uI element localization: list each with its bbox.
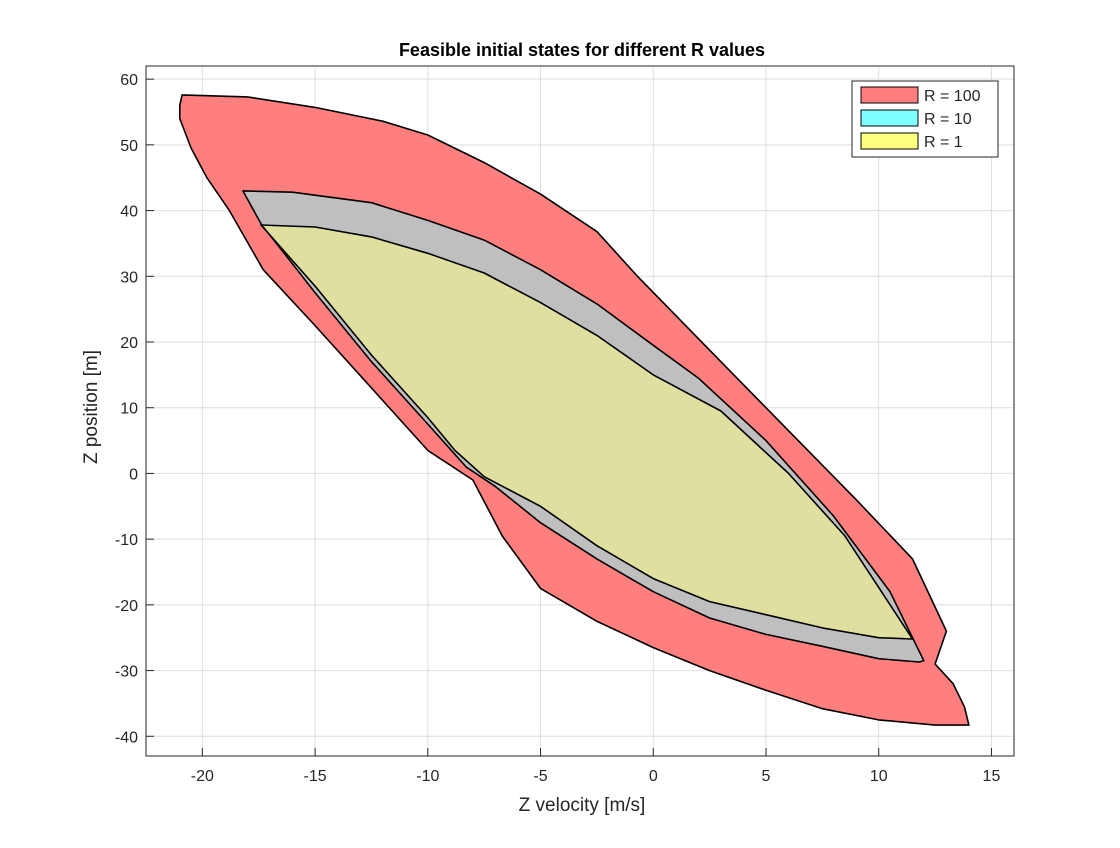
x-tick-label: 5 (762, 768, 771, 785)
y-tick-label: 10 (120, 401, 138, 418)
legend: R = 100 R = 10 R = 1 (851, 80, 999, 158)
y-tick-label: 30 (120, 269, 138, 286)
y-axis-label: Z position [m] (81, 350, 102, 464)
y-tick-label: 0 (129, 466, 138, 483)
x-tick-label: 15 (983, 768, 1001, 785)
legend-label-r100: R = 100 (924, 88, 981, 105)
x-tick-label: 10 (870, 768, 888, 785)
legend-swatch-r10 (860, 109, 919, 127)
x-axis-label: Z velocity [m/s] (519, 795, 646, 816)
y-tick-label: -40 (115, 729, 138, 746)
x-tick-label: -20 (191, 768, 214, 785)
legend-label-r1: R = 1 (924, 134, 963, 151)
x-tick-label: -10 (416, 768, 439, 785)
legend-swatch-r100 (860, 86, 919, 104)
x-tick-label: -5 (533, 768, 547, 785)
y-tick-label: 50 (120, 138, 138, 155)
axis-ticks: -20 -15 -10 -5 0 5 10 15 -40 -30 -20 -10 0 10 20 30 40 50… (115, 72, 1001, 785)
x-tick-label: 0 (649, 768, 658, 785)
y-tick-label: -10 (115, 532, 138, 549)
plot-frame (145, 65, 1015, 757)
y-tick-label: -20 (115, 598, 138, 615)
y-tick-label: 20 (120, 335, 138, 352)
y-tick-label: 40 (120, 204, 138, 221)
feasible-region-r1 (260, 224, 914, 640)
y-tick-label: 60 (120, 72, 138, 89)
x-tick-label: -15 (304, 768, 327, 785)
series-layer (179, 94, 970, 726)
chart-title: Feasible initial states for different R … (399, 40, 765, 60)
y-tick-label: -30 (115, 664, 138, 681)
legend-swatch-r1 (860, 132, 919, 150)
legend-label-r10: R = 10 (924, 111, 972, 128)
